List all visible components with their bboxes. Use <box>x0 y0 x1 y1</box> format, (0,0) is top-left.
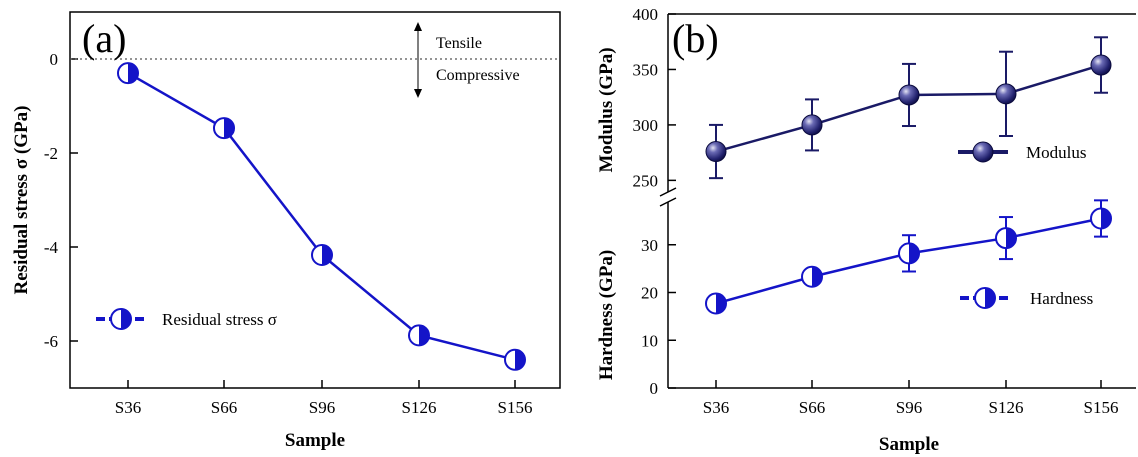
modulus-point <box>1090 54 1112 76</box>
x-tick-label: S66 <box>799 398 825 417</box>
panel-label-a: (a) <box>82 16 126 61</box>
residual-stress-point <box>311 243 333 266</box>
y-axis-label-hardness: Hardness (GPa) <box>596 250 617 380</box>
tensile-annotation: Tensile <box>436 35 482 52</box>
axis-break-mark <box>659 187 677 197</box>
arrow-head-down <box>414 89 422 98</box>
residual-stress-point-fill <box>128 63 138 84</box>
hardness-point <box>705 292 727 315</box>
residual-stress-point-fill <box>419 325 429 346</box>
y-tick-label: 300 <box>633 116 659 135</box>
arrow-head-up <box>414 22 422 31</box>
compressive-annotation: Compressive <box>436 67 520 84</box>
hardness-point-fill <box>909 243 919 264</box>
legend-label: Modulus <box>1026 143 1086 162</box>
modulus-point <box>705 141 727 163</box>
residual-stress-point-fill <box>515 349 525 370</box>
y-tick-label: 0 <box>650 379 659 398</box>
residual-stress-point-fill <box>322 244 332 265</box>
legend-marker-fill <box>121 309 131 329</box>
hardness-point <box>801 265 823 288</box>
y-tick-label: -4 <box>44 238 59 257</box>
hardness-point-fill <box>716 293 726 314</box>
y-tick-label: 0 <box>50 50 59 69</box>
x-tick-label: S96 <box>309 398 335 417</box>
x-axis-label: Sample <box>285 430 345 451</box>
y-tick-label: 30 <box>641 236 658 255</box>
hardness-point <box>1090 207 1112 230</box>
modulus-point <box>801 114 823 136</box>
legend-label: Residual stress σ <box>162 310 277 329</box>
legend-hardness: Hardness <box>960 287 1093 309</box>
x-tick-label: S126 <box>989 398 1024 417</box>
legend-label: Hardness <box>1030 289 1093 308</box>
residual-stress-point-fill <box>224 118 234 139</box>
modulus-point <box>898 84 920 106</box>
y-tick-label: 350 <box>633 60 659 79</box>
residual-stress-point <box>213 117 235 140</box>
y-tick-label: -2 <box>44 144 58 163</box>
x-tick-label: S36 <box>703 398 729 417</box>
legend-marker <box>110 308 132 330</box>
x-tick-label: S36 <box>115 398 141 417</box>
x-tick-label: S96 <box>896 398 922 417</box>
panel-label-b: (b) <box>672 16 719 61</box>
legend: Residual stress σ <box>96 308 277 330</box>
hardness-point-fill <box>1101 208 1111 229</box>
modulus-point <box>995 83 1017 105</box>
hardness-point-fill <box>812 266 823 287</box>
plot-frame <box>69 11 561 389</box>
hardness-point-fill <box>1006 228 1016 249</box>
y-tick-label: 20 <box>641 284 658 303</box>
axis-break-mark <box>659 197 677 207</box>
hardness-point <box>898 242 920 265</box>
x-tick-label: S66 <box>211 398 237 417</box>
legend-marker <box>974 287 996 309</box>
x-tick-label: S156 <box>498 398 533 417</box>
x-tick-label: S156 <box>1084 398 1119 417</box>
legend-modulus: Modulus <box>958 141 1086 163</box>
x-axis-label: Sample <box>879 434 939 455</box>
y-tick-label: 10 <box>641 331 658 350</box>
residual-stress-point <box>504 348 526 371</box>
y-tick-label: 400 <box>633 5 659 24</box>
y-axis-label: Residual stress σ (GPa) <box>11 106 32 295</box>
hardness-point <box>995 227 1017 250</box>
residual-stress-point <box>117 62 139 85</box>
y-axis-label-modulus: Modulus (GPa) <box>596 47 617 172</box>
legend-marker-fill <box>985 288 995 308</box>
panel-b-modulus-hardness-chart: 250 300 350 400 0 10 20 30 S36 S66 S96 S126 S156 Modu… <box>596 5 1136 455</box>
y-tick-label: 250 <box>633 171 659 190</box>
y-tick-label: -6 <box>44 332 58 351</box>
residual-stress-point <box>408 324 430 347</box>
panel-a-residual-stress-chart: 0 -2 -4 -6 S36 S66 S96 S126 S156 Tensile Compressi… <box>11 11 561 451</box>
legend-marker <box>972 141 994 163</box>
x-tick-label: S126 <box>402 398 437 417</box>
